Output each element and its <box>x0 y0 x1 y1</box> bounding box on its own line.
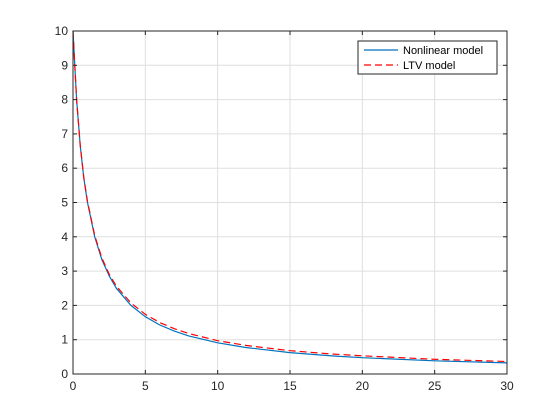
x-tick-label: 20 <box>356 379 370 393</box>
y-tick-label: 0 <box>61 367 68 381</box>
y-tick-label: 4 <box>61 230 68 244</box>
ticks: 0 5 10 15 20 25 30 0 1 2 3 4 5 6 7 8 9 10 <box>55 24 514 393</box>
legend-label: Nonlinear model <box>403 45 483 57</box>
x-tick-label: 30 <box>500 379 514 393</box>
series-line-ltv-model <box>72 30 508 363</box>
x-tick-label: 5 <box>142 379 149 393</box>
y-tick-label: 5 <box>61 196 68 210</box>
y-tick-label: 9 <box>61 58 68 72</box>
y-tick-label: 6 <box>61 161 68 175</box>
y-tick-label: 8 <box>61 93 68 107</box>
x-tick-label: 10 <box>211 379 225 393</box>
grid <box>73 31 507 374</box>
series-group <box>72 30 508 364</box>
y-tick-label: 10 <box>55 24 69 38</box>
y-tick-label: 7 <box>61 127 68 141</box>
legend-label: LTV model <box>403 60 455 72</box>
y-tick-label: 2 <box>61 298 68 312</box>
legend: Nonlinear model LTV model <box>357 40 498 75</box>
x-tick-label: 25 <box>428 379 442 393</box>
x-tick-label: 15 <box>283 379 297 393</box>
legend-box <box>357 40 498 75</box>
y-tick-label: 3 <box>61 264 68 278</box>
x-tick-label: 0 <box>70 379 77 393</box>
y-tick-label: 1 <box>61 333 68 347</box>
